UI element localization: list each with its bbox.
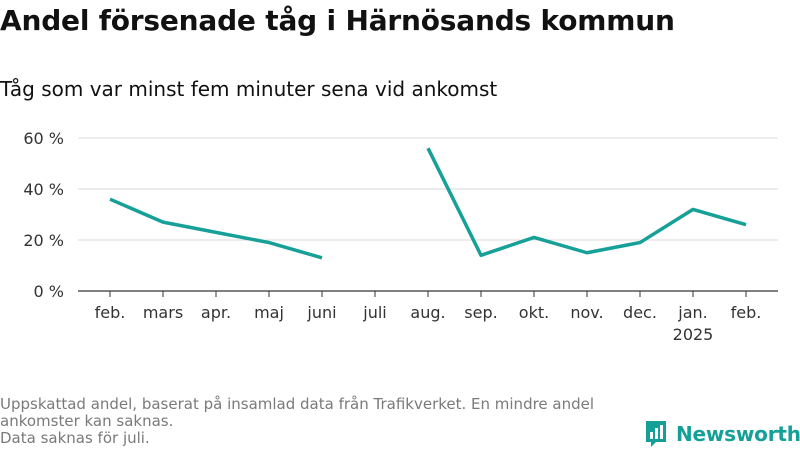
x-tick-label: mars [143,303,183,322]
x-tick-label: juli [362,303,386,322]
x-tick-label: okt. [519,303,549,322]
newsworthy-wordmark: Newsworthy [676,422,800,446]
newsworthy-bar-chart-logo-icon [646,421,666,447]
y-tick-label: 20 % [23,231,64,250]
x-tick-label: nov. [570,303,603,322]
newsworthy-logo: Newsworthy [644,420,800,448]
x-tick-label: feb. [731,303,762,322]
series-line-segment [109,197,323,260]
chart-footnote: Uppskattad andel, baserat på insamlad da… [0,396,640,447]
line-chart: 0 % 20 % 40 % 60 % feb. mars apr. maj juni juli au… [23,129,778,344]
y-tick-label: 60 % [23,129,64,148]
x-tick-label: aug. [410,303,445,322]
y-tick-label: 0 % [34,282,64,301]
chart-subtitle: Tåg som var minst fem minuter sena vid a… [0,77,498,101]
x-tick-sublabel: 2025 [673,325,714,344]
footnote-source: Uppskattad andel, baserat på insamlad da… [0,395,595,430]
x-tick-label: juni [306,303,336,322]
footnote-missing-data: Data saknas för juli. [0,429,150,447]
x-tick-label: apr. [201,303,231,322]
x-tick-label: dec. [623,303,657,322]
y-tick-label: 40 % [23,180,64,199]
x-tick-label: jan. [677,303,707,322]
x-tick-label: sep. [464,303,497,322]
series-line-segment [426,147,747,258]
x-tick-label: maj [254,303,284,322]
chart-title: Andel försenade tåg i Härnösands kommun [0,4,675,37]
x-tick-label: feb. [95,303,126,322]
